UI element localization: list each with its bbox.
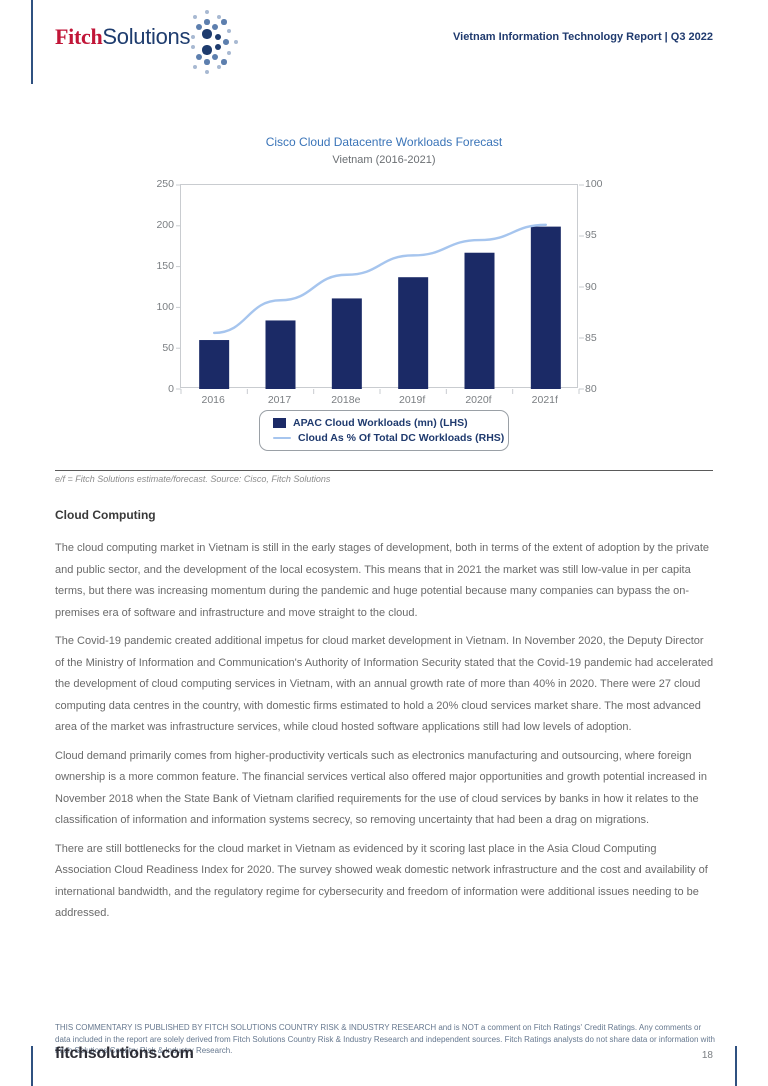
- axis-tick-label: 200: [156, 219, 174, 231]
- axis-tick-label: 0: [168, 383, 174, 395]
- article: Cloud Computing The cloud computing mark…: [55, 508, 715, 932]
- category-label: 2017: [267, 394, 292, 406]
- bottom-left-edge-line: [31, 1046, 33, 1086]
- section-heading: Cloud Computing: [55, 508, 156, 522]
- axis-tick-label: 90: [585, 280, 597, 293]
- report-title: Vietnam Information Technology Report | …: [453, 31, 713, 43]
- legend-item-line: Cloud As % Of Total DC Workloads (RHS): [273, 432, 508, 444]
- bottom-right-edge-line: [735, 1046, 737, 1086]
- category-axis-labels: 2016 2017 2018e 2019f 2020f 2021f: [180, 394, 578, 406]
- chart-title: Cisco Cloud Datacentre Workloads Forecas…: [265, 135, 503, 149]
- chart-subtitle: Vietnam (2016-2021): [332, 154, 436, 166]
- axis-tick-label: 100: [156, 301, 174, 313]
- axis-tick-label: 85: [585, 331, 597, 344]
- right-axis-labels: 100 95 90 85 80: [585, 178, 615, 395]
- chart-legend: APAC Cloud Workloads (mn) (LHS) Cloud As…: [259, 410, 509, 451]
- body-paragraph: Cloud demand primarily comes from higher…: [55, 749, 707, 827]
- axis-tick-label: 80: [585, 383, 597, 395]
- axis-tick-label: 150: [156, 260, 174, 272]
- chart-plot-area: [176, 184, 584, 394]
- body-paragraph: The cloud computing market in Vietnam is…: [55, 542, 710, 619]
- axis-tick-label: 250: [156, 178, 174, 190]
- category-label: 2021f: [531, 394, 558, 406]
- fitch-solutions-logo: FitchSolutions: [55, 24, 191, 50]
- category-label: 2018e: [331, 394, 361, 406]
- body-paragraph: There are still bottlenecks for the clou…: [55, 842, 708, 920]
- fitch-logo-dots-icon: [172, 8, 242, 78]
- divider-line: [55, 470, 713, 472]
- legend-label: Cloud As % Of Total DC Workloads (RHS): [298, 432, 505, 444]
- footer-website-link[interactable]: fitchsolutions.com: [55, 1045, 194, 1062]
- chart-plot-svg: [176, 184, 584, 394]
- footer-disclaimer: THIS COMMENTARY IS PUBLISHED BY FITCH SO…: [55, 1023, 715, 1055]
- top-left-edge-line: [31, 0, 33, 84]
- legend-label: APAC Cloud Workloads (mn) (LHS): [293, 417, 468, 429]
- line-swatch-icon: [273, 436, 291, 440]
- category-label: 2019f: [399, 394, 426, 406]
- left-axis-labels: 250 200 150 100 50 0: [130, 178, 174, 395]
- axis-tick-label: 50: [162, 342, 174, 354]
- page-number: 18: [701, 1050, 713, 1061]
- category-label: 2020f: [465, 394, 492, 406]
- logo-fitch-text: Fitch: [55, 24, 103, 49]
- axis-tick-label: 100: [585, 178, 603, 190]
- category-label: 2016: [201, 394, 225, 406]
- axis-tick-label: 95: [585, 229, 597, 242]
- logo-solutions-text: Solutions: [102, 24, 191, 49]
- body-paragraph: The Covid-19 pandemic created additional…: [55, 635, 714, 733]
- bar-swatch-icon: [273, 418, 286, 428]
- legend-item-bars: APAC Cloud Workloads (mn) (LHS): [273, 417, 508, 429]
- chart-source-note: e/f = Fitch Solutions estimate/forecast.…: [55, 474, 331, 484]
